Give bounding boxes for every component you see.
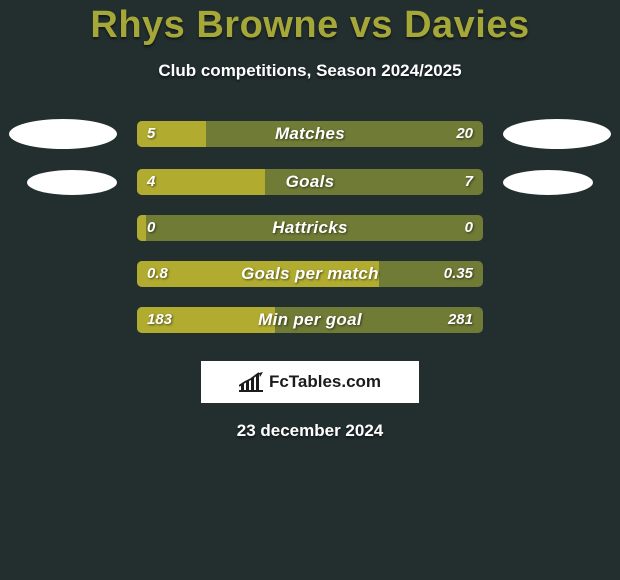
stat-row: 0.8Goals per match0.35 (0, 261, 620, 287)
stat-label: Matches (137, 121, 483, 147)
stat-row: 5Matches20 (0, 119, 620, 149)
source-label: FcTables.com (269, 372, 381, 392)
stat-label: Goals (137, 169, 483, 195)
stat-label: Min per goal (137, 307, 483, 333)
stat-bar: 0.8Goals per match0.35 (137, 261, 483, 287)
stat-row: 183Min per goal281 (0, 307, 620, 333)
stat-bar: 0Hattricks0 (137, 215, 483, 241)
stat-row: 4Goals7 (0, 169, 620, 195)
stat-right-value: 7 (465, 169, 473, 195)
page-title: Rhys Browne vs Davies (0, 4, 620, 47)
source-badge: FcTables.com (201, 361, 419, 403)
comparison-infographic: Rhys Browne vs Davies Club competitions,… (0, 0, 620, 580)
player-right-ellipse (503, 119, 611, 149)
stat-bar: 4Goals7 (137, 169, 483, 195)
stat-row: 0Hattricks0 (0, 215, 620, 241)
stat-label: Goals per match (137, 261, 483, 287)
stat-rows: 5Matches20 4Goals7 0Hattricks0 0.8Goals per… (0, 119, 620, 333)
stat-right-value: 281 (448, 307, 473, 333)
player-left-ellipse (27, 170, 117, 195)
subtitle: Club competitions, Season 2024/2025 (0, 61, 620, 81)
stat-label: Hattricks (137, 215, 483, 241)
stat-bar: 5Matches20 (137, 121, 483, 147)
stat-right-value: 0.35 (444, 261, 473, 287)
stat-right-value: 20 (456, 121, 473, 147)
chart-icon (239, 372, 263, 392)
player-right-ellipse (503, 170, 593, 195)
stat-right-value: 0 (465, 215, 473, 241)
date-label: 23 december 2024 (0, 421, 620, 441)
player-left-ellipse (9, 119, 117, 149)
stat-bar: 183Min per goal281 (137, 307, 483, 333)
